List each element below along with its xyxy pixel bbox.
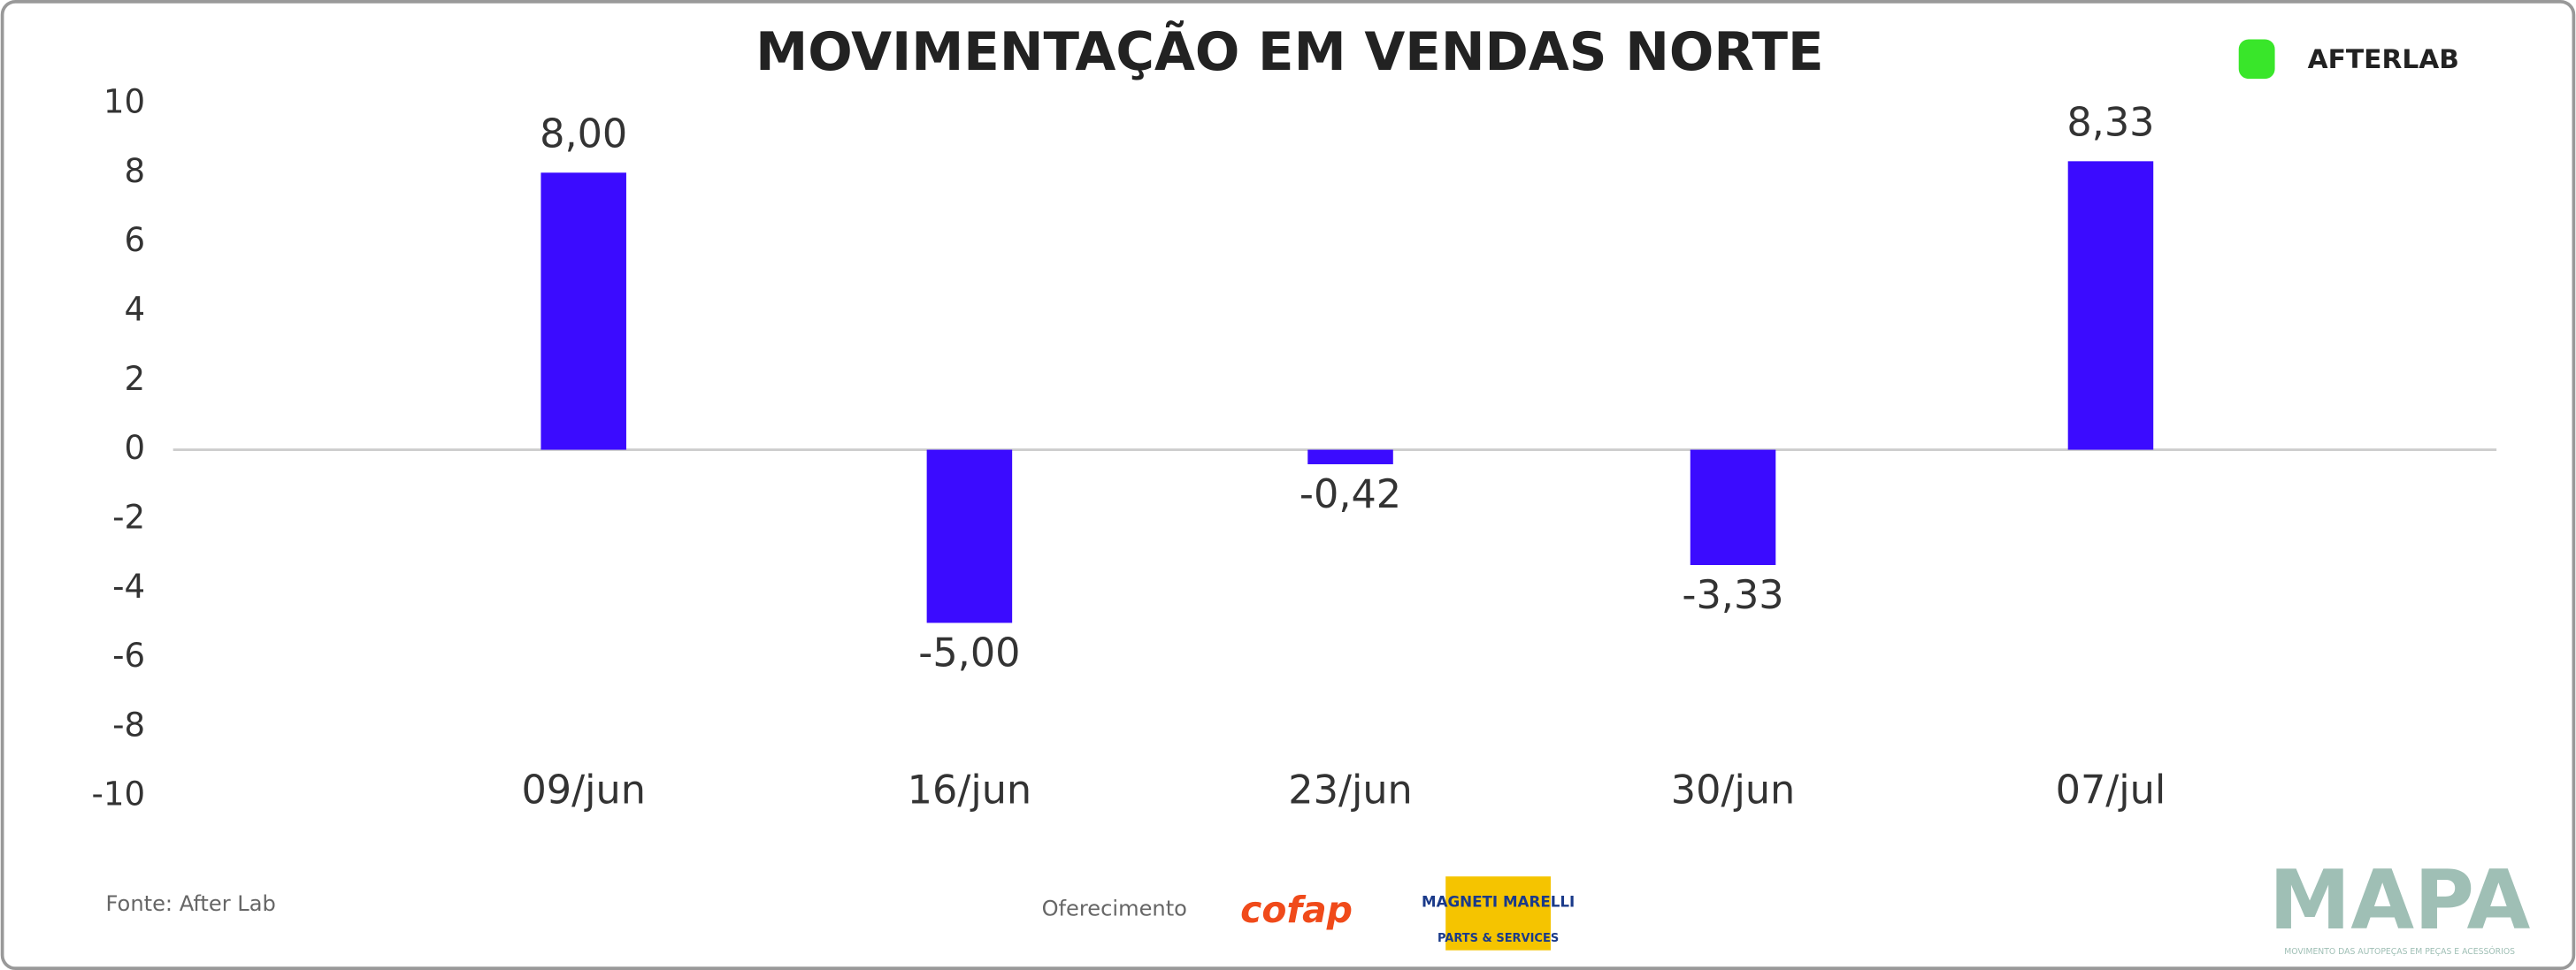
sponsor-marelli: MAGNETI MARELLI — [1422, 892, 1575, 910]
sponsor-cofap: cofap — [1240, 889, 1353, 931]
y-tick-label: -6 — [112, 637, 145, 675]
y-tick-label: -2 — [112, 498, 145, 536]
y-tick-label: 2 — [124, 360, 145, 398]
sponsor-label: Oferecimento — [1042, 896, 1187, 920]
chart-title: MOVIMENTAÇÃO EM VENDAS NORTE — [755, 21, 1823, 83]
value-label: 8,33 — [2066, 100, 2154, 146]
value-label: -3,33 — [1682, 572, 1783, 618]
sponsor-marelli-sub: PARTS & SERVICES — [1438, 932, 1559, 945]
sponsor-box — [1445, 876, 1551, 951]
x-tick-label: 30/jun — [1671, 768, 1796, 813]
source: Fonte: After Lab — [106, 891, 276, 916]
bar — [540, 172, 626, 450]
y-tick-label: 10 — [104, 82, 145, 120]
x-tick-label: 07/jul — [2056, 768, 2166, 813]
y-tick-label: -8 — [112, 706, 145, 744]
y-tick-label: 8 — [124, 152, 145, 190]
brand: MAPA — [2269, 852, 2531, 948]
y-tick-label: -4 — [112, 568, 145, 606]
logo: AFTERLAB — [2308, 44, 2459, 75]
bar — [2067, 161, 2154, 450]
value-label: -0,42 — [1300, 471, 1401, 517]
bar — [926, 449, 1013, 623]
logo-icon — [2238, 39, 2275, 80]
y-tick-label: -10 — [91, 775, 145, 813]
bar — [1307, 449, 1393, 465]
x-tick-label: 16/jun — [908, 768, 1032, 813]
y-tick-label: 0 — [124, 429, 145, 467]
x-tick-label: 09/jun — [521, 768, 646, 813]
bar — [1690, 449, 1776, 566]
brand-tagline: MOVIMENTO DAS AUTOPEÇAS EM PEÇAS E ACESS… — [2284, 946, 2515, 957]
y-tick-label: 4 — [124, 290, 145, 328]
value-label: 8,00 — [540, 111, 627, 157]
y-tick-label: 6 — [124, 221, 145, 259]
x-tick-label: 23/jun — [1288, 768, 1413, 813]
value-label: -5,00 — [918, 630, 1020, 676]
